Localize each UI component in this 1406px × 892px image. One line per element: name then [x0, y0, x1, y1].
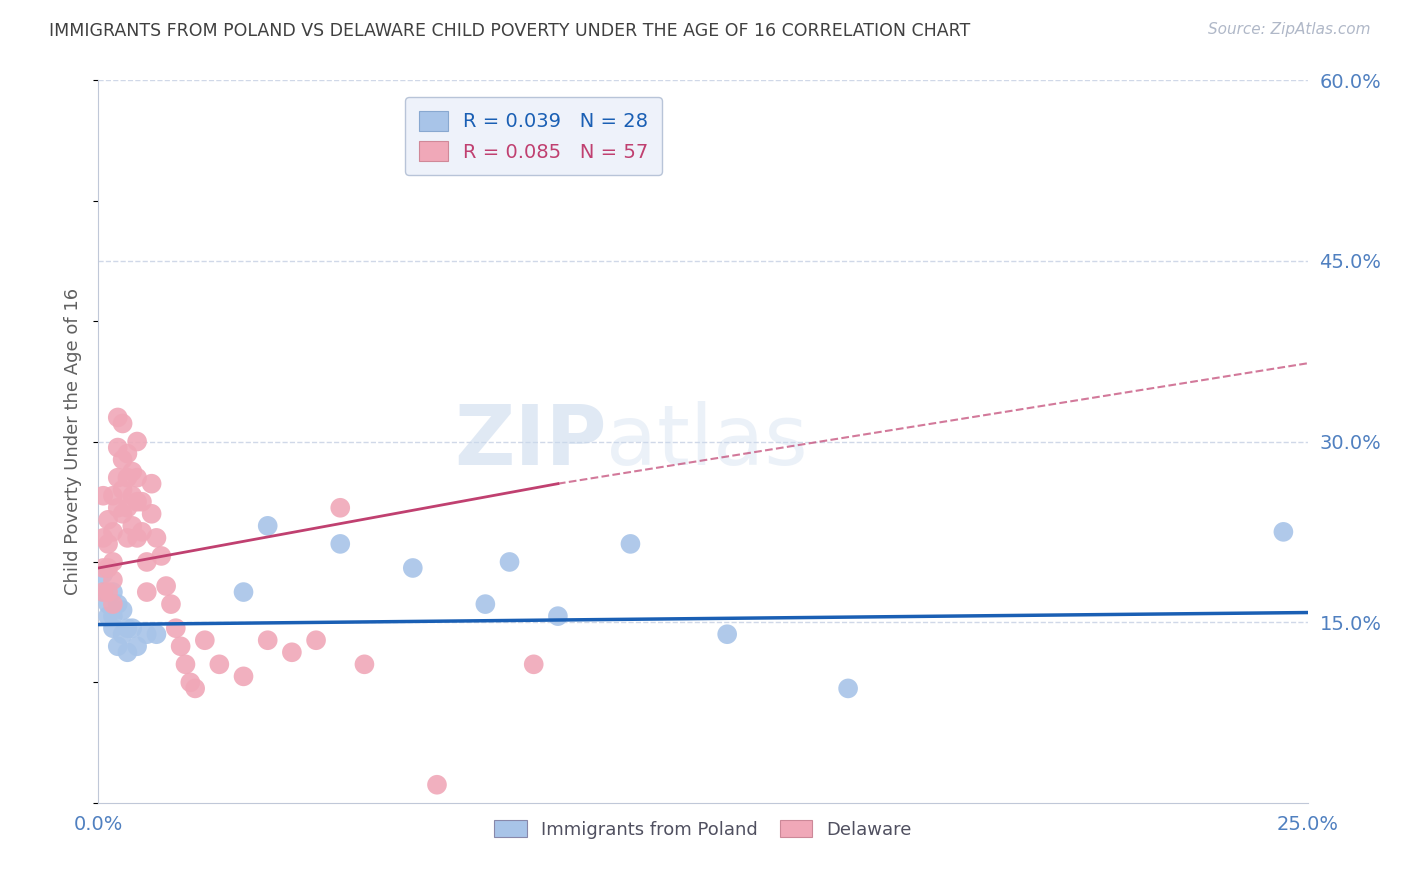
Point	[117, 500, 139, 515]
Point	[1272, 524, 1295, 539]
Point	[169, 639, 191, 653]
Point	[160, 597, 183, 611]
Point	[127, 639, 149, 653]
Point	[474, 597, 496, 611]
Point	[111, 483, 134, 497]
Point	[97, 561, 120, 575]
Point	[107, 410, 129, 425]
Point	[329, 537, 352, 551]
Point	[91, 489, 114, 503]
Point	[281, 645, 304, 659]
Point	[97, 537, 120, 551]
Point	[97, 609, 120, 624]
Point	[101, 524, 124, 539]
Point	[101, 489, 124, 503]
Point	[117, 621, 139, 635]
Point	[127, 470, 149, 484]
Point	[353, 657, 375, 672]
Point	[111, 603, 134, 617]
Point	[101, 585, 124, 599]
Y-axis label: Child Poverty Under the Age of 16: Child Poverty Under the Age of 16	[65, 288, 83, 595]
Point	[101, 597, 124, 611]
Point	[837, 681, 859, 696]
Point	[117, 531, 139, 545]
Point	[184, 681, 207, 696]
Point	[150, 549, 173, 563]
Point	[121, 465, 143, 479]
Point	[179, 675, 201, 690]
Point	[91, 585, 114, 599]
Point	[111, 627, 134, 641]
Point	[716, 627, 738, 641]
Point	[101, 609, 124, 624]
Point	[97, 585, 120, 599]
Point	[131, 524, 153, 539]
Point	[111, 507, 134, 521]
Point	[402, 561, 425, 575]
Point	[165, 621, 187, 635]
Point	[97, 597, 120, 611]
Point	[498, 555, 520, 569]
Point	[547, 609, 569, 624]
Point	[208, 657, 231, 672]
Point	[141, 476, 163, 491]
Point	[329, 500, 352, 515]
Point	[135, 555, 157, 569]
Point	[121, 518, 143, 533]
Point	[101, 555, 124, 569]
Point	[619, 537, 641, 551]
Point	[194, 633, 217, 648]
Point	[117, 470, 139, 484]
Point	[117, 645, 139, 659]
Point	[523, 657, 546, 672]
Point	[135, 627, 157, 641]
Point	[127, 434, 149, 449]
Text: ZIP: ZIP	[454, 401, 606, 482]
Point	[91, 585, 114, 599]
Point	[426, 778, 449, 792]
Point	[155, 579, 177, 593]
Point	[305, 633, 328, 648]
Point	[111, 452, 134, 467]
Text: atlas: atlas	[606, 401, 808, 482]
Point	[145, 531, 167, 545]
Point	[127, 494, 149, 508]
Point	[111, 417, 134, 431]
Point	[107, 639, 129, 653]
Point	[91, 567, 114, 582]
Point	[256, 633, 278, 648]
Point	[145, 627, 167, 641]
Point	[107, 500, 129, 515]
Text: Source: ZipAtlas.com: Source: ZipAtlas.com	[1208, 22, 1371, 37]
Point	[232, 585, 254, 599]
Point	[101, 621, 124, 635]
Point	[131, 494, 153, 508]
Text: IMMIGRANTS FROM POLAND VS DELAWARE CHILD POVERTY UNDER THE AGE OF 16 CORRELATION: IMMIGRANTS FROM POLAND VS DELAWARE CHILD…	[49, 22, 970, 40]
Point	[91, 531, 114, 545]
Point	[101, 573, 124, 587]
Point	[256, 518, 278, 533]
Point	[232, 669, 254, 683]
Point	[121, 621, 143, 635]
Point	[117, 446, 139, 460]
Point	[174, 657, 197, 672]
Point	[107, 597, 129, 611]
Point	[107, 470, 129, 484]
Point	[91, 561, 114, 575]
Point	[135, 585, 157, 599]
Point	[97, 513, 120, 527]
Legend: Immigrants from Poland, Delaware: Immigrants from Poland, Delaware	[485, 811, 921, 848]
Point	[121, 489, 143, 503]
Point	[107, 441, 129, 455]
Point	[141, 507, 163, 521]
Point	[127, 531, 149, 545]
